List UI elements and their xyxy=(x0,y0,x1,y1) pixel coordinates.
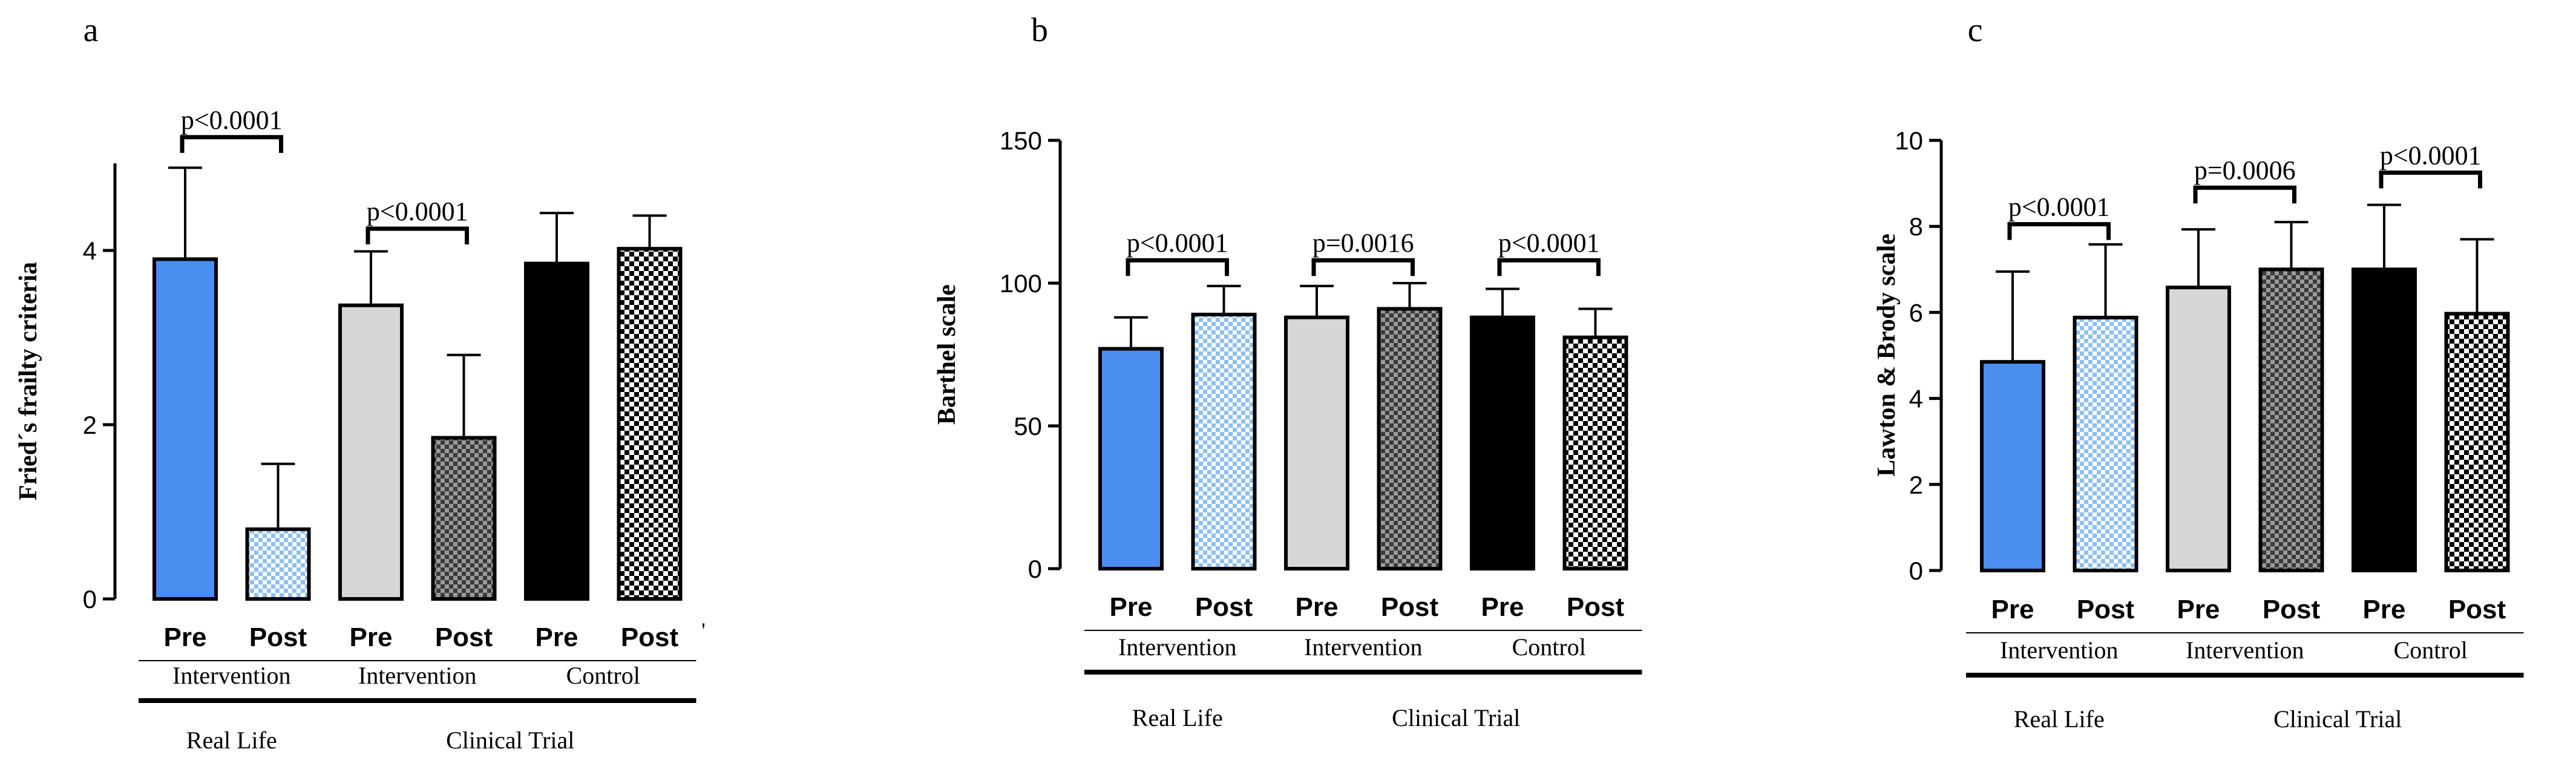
stray-mark: ' xyxy=(701,618,706,642)
x-tick-label: Pre xyxy=(350,623,393,652)
bar xyxy=(1377,307,1443,570)
significance-bracket xyxy=(1126,258,1229,276)
bar xyxy=(1562,335,1628,570)
group-label: Intervention xyxy=(2000,636,2119,664)
group-label: Intervention xyxy=(358,662,477,689)
panel-label: c xyxy=(1968,11,1983,49)
x-tick-label: Post xyxy=(2448,595,2506,624)
x-tick-label: Pre xyxy=(1991,595,2034,624)
y-tick-label: 4 xyxy=(1909,385,1923,413)
group-label: Intervention xyxy=(172,662,291,689)
group-label: Intervention xyxy=(1304,633,1423,661)
bar xyxy=(2073,315,2138,572)
p-value-annotation: p=0.0006 xyxy=(2194,155,2296,185)
panel-label: a xyxy=(84,11,99,49)
bar xyxy=(1284,315,1349,570)
y-tick-label: 0 xyxy=(83,585,97,613)
significance-bracket xyxy=(1497,258,1601,276)
group-label: Control xyxy=(1512,633,1586,661)
bar xyxy=(1098,347,1164,570)
bar xyxy=(2258,267,2324,572)
bar xyxy=(524,261,589,601)
x-tick-label: Pre xyxy=(1296,592,1339,622)
x-tick-label: Post xyxy=(1381,592,1439,622)
y-tick-label: 6 xyxy=(1909,298,1923,327)
panel-b: b 0 50 100 150 Barthel scale Pre Post Pre Post Pre… xyxy=(933,11,1642,731)
significance-bracket xyxy=(2379,170,2482,189)
super-group-label: Clinical Trial xyxy=(2273,705,2402,733)
bar xyxy=(1980,360,2045,572)
bar xyxy=(2352,267,2417,572)
x-tick-label: Pre xyxy=(2177,595,2220,624)
significance-bracket xyxy=(365,226,469,244)
y-tick-label: 4 xyxy=(83,237,97,265)
bar xyxy=(2444,312,2510,573)
p-value-annotation: p<0.0001 xyxy=(181,105,283,135)
y-tick-label: 50 xyxy=(1014,412,1042,440)
y-axis-title: Barthel scale xyxy=(933,284,961,425)
p-value-annotation: p<0.0001 xyxy=(1127,228,1228,258)
bar xyxy=(245,527,311,601)
super-group-label: Real Life xyxy=(186,727,277,754)
y-tick-label: 100 xyxy=(1000,269,1042,298)
x-tick-label: Post xyxy=(2263,595,2321,624)
bar xyxy=(338,303,404,601)
y-tick-label: 8 xyxy=(1909,212,1923,241)
x-tick-label: Pre xyxy=(536,623,578,652)
bar xyxy=(2166,286,2231,572)
x-tick-label: Post xyxy=(2077,595,2135,624)
x-tick-label: Post xyxy=(1195,592,1253,622)
bar xyxy=(617,247,683,601)
y-tick-label: 0 xyxy=(1028,555,1042,583)
y-axis-title: Lawton & Brody scale xyxy=(1873,234,1901,477)
super-group-label: Clinical Trial xyxy=(446,727,574,754)
x-tick-label: Pre xyxy=(1110,592,1153,622)
panel-a: a 0 2 4 Fried´s frailty criteria Pre Post Pre Po… xyxy=(15,11,706,754)
p-value-annotation: p<0.0001 xyxy=(2380,140,2482,170)
bar xyxy=(431,436,497,601)
significance-bracket xyxy=(2193,185,2296,204)
p-value-annotation: p<0.0001 xyxy=(1498,228,1600,258)
p-value-annotation: p<0.0001 xyxy=(2008,192,2110,222)
x-tick-label: Pre xyxy=(2363,595,2406,624)
panel-label: b xyxy=(1031,11,1048,49)
y-tick-label: 2 xyxy=(1909,471,1923,499)
y-tick-label: 2 xyxy=(83,411,97,439)
x-tick-label: Post xyxy=(1567,592,1625,622)
bar xyxy=(152,257,218,601)
x-tick-label: Pre xyxy=(1481,592,1524,622)
panel-c: c 0 2 4 6 8 10 Lawton & Brody scale Pre Post Pre Po… xyxy=(1873,11,2524,733)
significance-bracket xyxy=(180,135,283,153)
significance-bracket xyxy=(2007,222,2111,240)
y-tick-label: 150 xyxy=(1000,126,1042,155)
super-group-label: Clinical Trial xyxy=(1392,704,1520,731)
x-tick-label: Post xyxy=(249,623,307,652)
p-value-annotation: p=0.0016 xyxy=(1313,228,1414,258)
x-tick-label: Post xyxy=(621,623,679,652)
group-label: Control xyxy=(566,662,640,689)
group-label: Intervention xyxy=(1118,633,1237,661)
significance-bracket xyxy=(1311,258,1415,276)
y-tick-label: 10 xyxy=(1895,126,1923,155)
super-group-label: Real Life xyxy=(1132,704,1223,731)
group-label: Control xyxy=(2394,636,2468,664)
x-tick-label: Pre xyxy=(164,623,207,652)
y-axis-title: Fried´s frailty criteria xyxy=(15,262,42,500)
y-tick-label: 0 xyxy=(1909,557,1923,585)
group-label: Intervention xyxy=(2186,636,2304,664)
x-tick-label: Post xyxy=(435,623,493,652)
bar xyxy=(1191,312,1257,570)
p-value-annotation: p<0.0001 xyxy=(367,197,468,226)
super-group-label: Real Life xyxy=(2014,705,2105,733)
bar xyxy=(1470,315,1535,570)
